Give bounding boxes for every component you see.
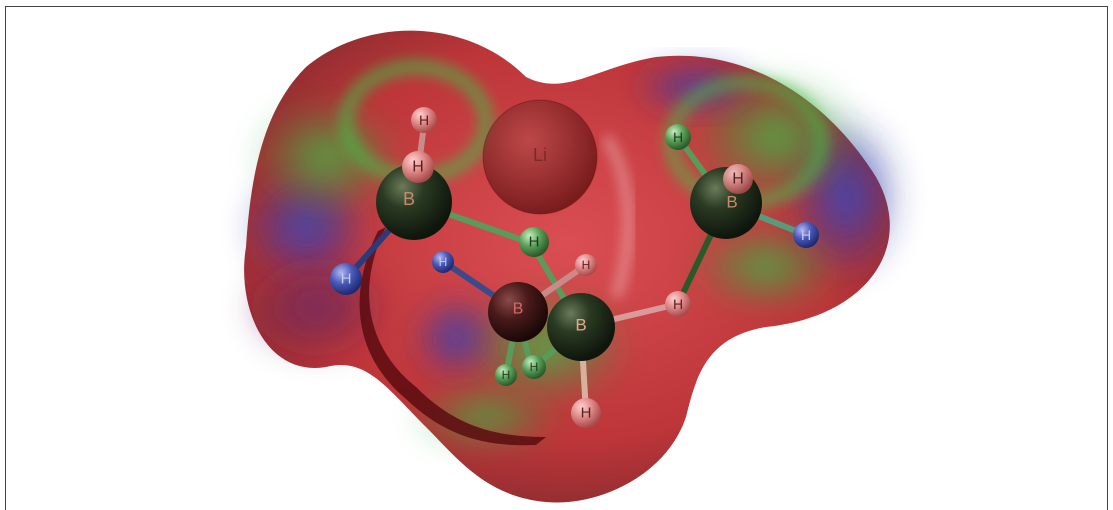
atom-b[interactable]: B: [547, 293, 615, 361]
atom-label: H: [419, 112, 429, 128]
atom-label: Li: [533, 145, 547, 165]
atom-label: H: [732, 171, 744, 188]
molecule-canvas[interactable]: Li B B B B H H H: [6, 7, 1108, 510]
atom-label: H: [673, 129, 683, 145]
atom-label: B: [513, 301, 524, 318]
surface-specular: [601, 134, 634, 299]
atom-li[interactable]: Li: [482, 99, 598, 215]
atom-label: H: [673, 296, 683, 312]
atom-label: H: [502, 368, 511, 382]
atom-h[interactable]: H: [411, 107, 437, 133]
atom-label: H: [341, 271, 352, 288]
atom-label: H: [412, 159, 424, 176]
atom-h[interactable]: H: [665, 124, 691, 150]
atom-h[interactable]: H: [432, 251, 454, 273]
atom-h[interactable]: H: [522, 355, 546, 379]
atom-h[interactable]: H: [723, 164, 753, 194]
atom-h[interactable]: H: [6, 7, 7, 8]
atom-label: B: [726, 193, 737, 212]
atom-h[interactable]: H: [571, 398, 601, 428]
atom-b[interactable]: B: [488, 282, 548, 342]
atom-label: B: [403, 189, 415, 209]
atom-label: H: [801, 227, 811, 243]
atom-h[interactable]: H: [330, 263, 362, 295]
surface-green-bottom: [416, 387, 556, 447]
surface-blue-top: [636, 62, 756, 112]
molecule-viewport[interactable]: Li B B B B H H H: [5, 6, 1108, 510]
atom-b[interactable]: B: [376, 164, 452, 240]
atom-label: H: [439, 255, 448, 269]
atoms: Li B B B B H H H: [6, 7, 819, 428]
atom-h[interactable]: H: [402, 151, 434, 183]
atom-label: H: [530, 360, 539, 374]
atom-h[interactable]: H: [495, 364, 517, 386]
surface-blue-center: [416, 297, 496, 377]
surface-cut-ribbon: [359, 227, 546, 446]
atom-label: H: [582, 258, 591, 272]
atom-h[interactable]: H: [519, 227, 549, 257]
atom-h[interactable]: H: [793, 222, 819, 248]
atom-label: H: [529, 234, 540, 251]
atom-label: H: [581, 405, 592, 422]
atom-h[interactable]: H: [575, 254, 597, 276]
surface-green-left: [256, 102, 396, 212]
atom-label: B: [575, 316, 586, 335]
atom-h[interactable]: H: [665, 291, 691, 317]
